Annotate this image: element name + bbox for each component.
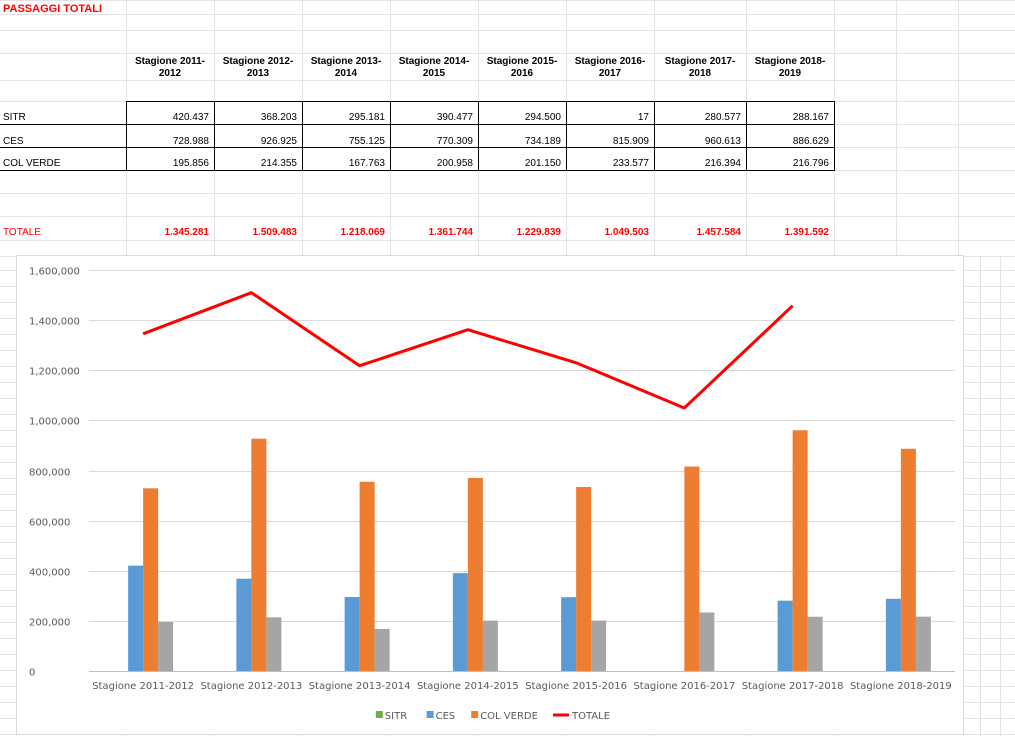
legend-label[interactable]: TOTALE [571,711,610,722]
bar-col-verde[interactable] [900,448,916,671]
row-label-totale[interactable]: TOTALE [3,227,41,238]
data-cell[interactable]: 734.189 [524,136,561,147]
bar-series-4[interactable] [807,616,823,671]
column-header-2[interactable]: Stagione 2012-2013 [222,56,294,79]
data-cell[interactable]: 755.125 [348,136,385,147]
line-totale[interactable] [142,291,794,410]
x-tick-label: Stagione 2013-2014 [309,681,411,692]
data-cell[interactable]: 390.477 [436,112,473,123]
bar-ces[interactable] [885,598,901,671]
total-cell[interactable]: 1.361.744 [428,227,474,238]
combo-chart: 0 200,000 400,000 600,000 800,000 1,000,000 1,… [29,267,955,722]
data-cell[interactable]: 280.577 [704,112,741,123]
bar-ces[interactable] [561,597,577,671]
column-header-8[interactable]: Stagione 2018-2019 [754,56,826,79]
data-cell[interactable]: 815.909 [612,136,649,147]
bar-ces[interactable] [128,565,144,671]
bar-ces[interactable] [344,597,360,671]
x-tick-label: Stagione 2012-2013 [200,681,302,692]
bar-col-verde[interactable] [792,430,808,671]
data-cell[interactable]: 770.309 [436,136,473,147]
data-cell[interactable]: 926.925 [260,136,297,147]
row-label-ces[interactable]: CES [3,136,24,147]
data-cell[interactable]: 960.613 [704,136,741,147]
x-tick-label: Stagione 2016-2017 [633,681,735,692]
bar-col-verde[interactable] [467,477,483,671]
data-cell[interactable]: 195.856 [172,158,209,169]
y-tick-label: 1,600,000 [29,267,80,278]
bar-series-4[interactable] [699,612,715,671]
y-tick-label: 1,000,000 [29,417,80,428]
y-tick-label: 1,400,000 [29,317,80,328]
data-cell[interactable]: 233.577 [612,158,649,169]
data-cell[interactable]: 201.150 [524,158,561,169]
data-cell[interactable]: 294.500 [524,112,561,123]
legend-label[interactable]: COL VERDE [480,711,538,722]
data-cell[interactable]: 886.629 [792,136,829,147]
data-cell[interactable]: 288.167 [792,112,829,123]
chart-area[interactable]: 0 200,000 400,000 600,000 800,000 1,000,000 1,… [16,255,964,735]
data-cell[interactable]: 368.203 [260,112,297,123]
legend-marker-col-verde [471,711,479,718]
legend-marker-ces [426,711,434,718]
x-tick-label: Stagione 2018-2019 [850,681,952,692]
bar-ces[interactable] [777,600,793,671]
sheet-title[interactable]: PASSAGGI TOTALI [3,3,103,15]
column-header-5[interactable]: Stagione 2015-2016 [486,56,558,79]
data-cell[interactable]: 295.181 [348,112,385,123]
data-cell[interactable]: 216.394 [704,158,741,169]
bar-col-verde[interactable] [684,466,700,671]
y-tick-label: 400,000 [29,568,70,579]
total-cell[interactable]: 1.218.069 [340,227,386,238]
data-cell[interactable]: 420.437 [172,112,209,123]
y-tick-label: 0 [29,668,35,679]
row-label-col-verde[interactable]: COL VERDE [3,158,61,169]
bar-series-4[interactable] [266,617,282,671]
data-cell[interactable]: 167.763 [348,158,385,169]
x-tick-label: Stagione 2014-2015 [417,681,519,692]
row-label-sitr[interactable]: SITR [3,112,26,123]
column-header-1[interactable]: Stagione 2011-2012 [134,56,206,79]
bar-ces[interactable] [452,573,468,671]
y-tick-label: 600,000 [29,518,70,529]
y-tick-label: 800,000 [29,468,70,479]
total-cell[interactable]: 1.457.584 [696,227,742,238]
bar-col-verde[interactable] [251,438,267,671]
data-cell[interactable]: 17 [637,112,649,123]
x-tick-label: Stagione 2015-2016 [525,681,627,692]
data-cell[interactable]: 216.796 [792,158,829,169]
x-tick-label: Stagione 2017-2018 [742,681,844,692]
bar-series-4[interactable] [915,616,931,671]
bar-ces[interactable] [236,578,252,671]
bar-col-verde[interactable] [576,486,592,671]
legend-marker-sitr [375,711,383,718]
total-cell[interactable]: 1.229.839 [516,227,562,238]
bar-series-4[interactable] [374,628,390,671]
column-header-7[interactable]: Stagione 2017-2018 [664,56,736,79]
bar-series-4[interactable] [482,620,498,671]
data-cell[interactable]: 214.355 [260,158,297,169]
x-tick-label: Stagione 2011-2012 [92,681,194,692]
data-cell[interactable]: 200.958 [436,158,473,169]
column-header-4[interactable]: Stagione 2014-2015 [398,56,470,79]
legend-label[interactable]: CES [436,711,456,722]
bar-series-4[interactable] [591,620,607,671]
total-cell[interactable]: 1.391.592 [784,227,830,238]
legend-label[interactable]: SITR [385,711,407,722]
data-cell[interactable]: 728.988 [172,136,209,147]
y-tick-label: 1,200,000 [29,367,80,378]
total-cell[interactable]: 1.509.483 [252,227,298,238]
y-tick-label: 200,000 [29,618,70,629]
total-cell[interactable]: 1.049.503 [604,227,650,238]
bar-col-verde[interactable] [143,488,159,671]
column-header-6[interactable]: Stagione 2016-2017 [574,56,646,79]
bar-series-4[interactable] [158,621,174,671]
total-cell[interactable]: 1.345.281 [164,227,210,238]
column-header-3[interactable]: Stagione 2013-2014 [310,56,382,79]
bar-col-verde[interactable] [359,481,375,671]
